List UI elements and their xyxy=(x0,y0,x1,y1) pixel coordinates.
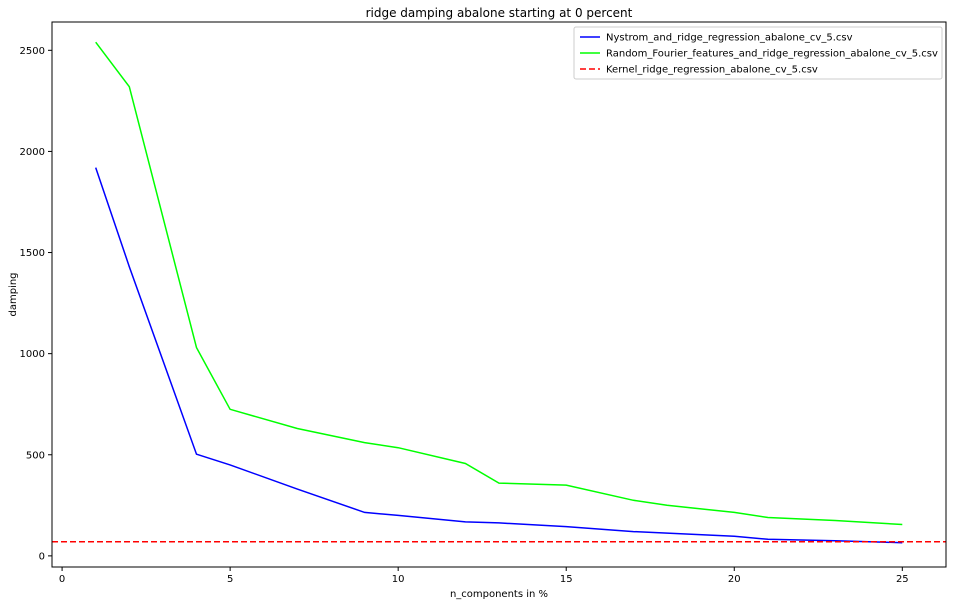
y-axis-label: damping xyxy=(8,272,19,316)
x-axis-label: n_components in % xyxy=(450,589,548,600)
x-tick-label: 0 xyxy=(59,574,65,585)
chart-title: ridge damping abalone starting at 0 perc… xyxy=(366,6,633,20)
y-tick-label: 1500 xyxy=(20,248,45,259)
legend: Nystrom_and_ridge_regression_abalone_cv_… xyxy=(573,26,943,80)
y-tick-label: 0 xyxy=(39,551,45,562)
series-line-1 xyxy=(94,167,903,544)
legend-label-3: Kernel_ridge_regression_abalone_cv_5.csv xyxy=(606,65,818,76)
legend-label-2: Random_Fourier_features_and_ridge_regres… xyxy=(606,49,938,60)
x-tick-label: 25 xyxy=(896,574,909,585)
legend-label-1: Nystrom_and_ridge_regression_abalone_cv_… xyxy=(606,33,853,44)
plot-frame xyxy=(51,21,947,568)
x-tick-label: 10 xyxy=(392,574,405,585)
x-tick-label: 20 xyxy=(728,574,741,585)
y-tick-label: 2500 xyxy=(20,46,45,57)
legend-box xyxy=(573,26,943,80)
plot-area: 0 5 10 15 20 25 0 500 1000 1500 2000 2500 xyxy=(20,21,947,585)
y-tick-label: 1000 xyxy=(20,349,45,360)
x-tick-label: 15 xyxy=(560,574,573,585)
x-tick-label: 5 xyxy=(227,574,233,585)
series-line-2 xyxy=(95,41,903,526)
y-tick-label: 2000 xyxy=(20,147,45,158)
y-tick-label: 500 xyxy=(26,450,45,461)
